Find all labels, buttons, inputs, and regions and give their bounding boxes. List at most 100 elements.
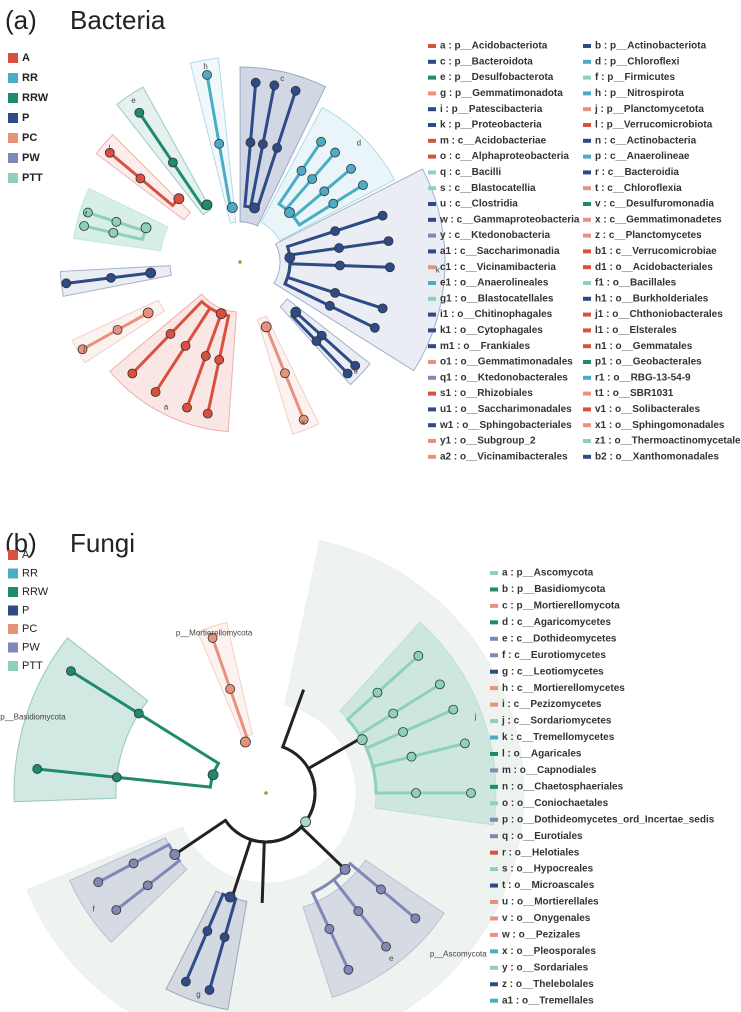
node: [150, 387, 161, 397]
clade-label: j: [82, 343, 85, 352]
clade-label: g: [353, 365, 357, 374]
node: [249, 202, 260, 214]
taxon-marker: [428, 281, 436, 285]
node: [226, 202, 238, 213]
clade-label: e: [131, 96, 136, 105]
taxon-label: x : c__Gemmatimonadetes: [595, 214, 722, 225]
taxon-label: b : p__Actinobacteriota: [595, 41, 707, 52]
taxon-label: t : o__Microascales: [502, 880, 595, 891]
taxon-label: r : o__Helotiales: [502, 847, 580, 858]
node: [77, 344, 88, 355]
group-swatch: [8, 173, 18, 183]
node: [134, 107, 145, 118]
clade-label: f: [92, 904, 95, 913]
group-swatch: [8, 153, 18, 163]
clade-sector: [239, 66, 327, 227]
taxon-marker: [490, 801, 498, 806]
taxon-marker: [490, 916, 498, 921]
node: [181, 976, 191, 987]
taxon-marker: [428, 107, 436, 112]
node: [330, 147, 341, 158]
node: [406, 751, 417, 762]
taxon-label: n : c__Actinobacteria: [595, 135, 697, 146]
taxon-marker: [428, 217, 436, 222]
taxon-marker: [583, 44, 591, 48]
node: [311, 336, 322, 347]
taxon-marker: [583, 202, 591, 206]
group-swatch: [8, 661, 18, 671]
group-swatch: [8, 550, 18, 560]
node: [106, 272, 116, 283]
taxon-label: u1 : o__Saccharimonadales: [440, 404, 572, 415]
branch: [294, 311, 357, 367]
taxon-label: g1 : o__Blastocatellales: [440, 293, 554, 304]
taxon-marker: [490, 669, 498, 674]
taxon-label: r1 : o__RBG-13-54-9: [595, 372, 691, 383]
node: [356, 734, 368, 746]
taxon-marker: [583, 170, 591, 175]
node: [202, 69, 212, 80]
taxon-marker: [490, 587, 498, 592]
group-name: PTT: [22, 172, 43, 184]
taxon-marker: [490, 834, 498, 839]
taxon-marker: [583, 312, 591, 317]
node: [324, 300, 335, 311]
taxon-marker: [490, 653, 498, 658]
taxon-marker: [583, 423, 591, 428]
taxon-label: o1 : o__Gemmatimonadales: [440, 357, 573, 368]
taxon-label: b : p__Basidiomycota: [502, 584, 606, 595]
node: [173, 193, 185, 205]
taxon-marker: [490, 949, 498, 954]
taxon-marker: [490, 817, 498, 822]
panel-label: (a): [5, 5, 37, 35]
taxon-marker: [428, 44, 436, 48]
node: [142, 307, 154, 319]
clade-label: k: [436, 266, 441, 275]
node: [385, 262, 395, 273]
group-swatch: [8, 587, 18, 597]
taxon-marker: [583, 344, 591, 349]
group-name: PC: [22, 623, 37, 635]
node: [200, 351, 211, 361]
clade-sector: [196, 621, 254, 739]
node: [61, 278, 72, 289]
branch: [185, 313, 223, 409]
taxon-label: o : o__Coniochaetales: [502, 798, 609, 809]
taxon-label: q : o__Eurotiales: [502, 831, 583, 842]
taxon-marker: [583, 233, 591, 238]
taxon-label: e : c__Dothideomycetes: [502, 633, 617, 644]
taxon-label: r : c__Bacteroidia: [595, 167, 679, 178]
taxon-label: d : p__Chloroflexi: [595, 56, 680, 67]
taxon-marker: [428, 59, 436, 64]
node: [66, 666, 76, 677]
taxon-marker: [583, 281, 591, 285]
taxon-marker: [583, 59, 591, 64]
node: [93, 877, 104, 888]
node: [272, 142, 282, 153]
taxon-marker: [428, 360, 436, 364]
taxon-marker: [428, 423, 436, 428]
node: [377, 303, 388, 314]
clade-label: d: [357, 138, 361, 147]
taxon-marker: [428, 454, 436, 459]
node: [330, 288, 341, 298]
taxon-label: v : c__Desulfuromonadia: [595, 199, 714, 210]
taxon-label: m : o__Capnodiales: [502, 765, 597, 776]
taxon-marker: [428, 91, 436, 96]
node: [369, 322, 380, 333]
node: [111, 216, 122, 227]
node: [165, 329, 176, 339]
node: [128, 858, 139, 869]
taxon-marker: [428, 75, 436, 80]
node: [135, 173, 146, 184]
node: [381, 941, 391, 952]
taxon-label: k : p__Proteobacteria: [440, 120, 542, 131]
node: [108, 227, 119, 238]
taxon-label: p : o__Dothideomycetes_ord_Incertae_sedi…: [502, 814, 715, 825]
node: [383, 236, 394, 247]
node: [111, 772, 122, 783]
taxon-marker: [490, 850, 498, 855]
group-swatch: [8, 605, 18, 616]
taxon-marker: [490, 571, 498, 575]
clade-label: p__Basidiomycota: [0, 712, 66, 721]
